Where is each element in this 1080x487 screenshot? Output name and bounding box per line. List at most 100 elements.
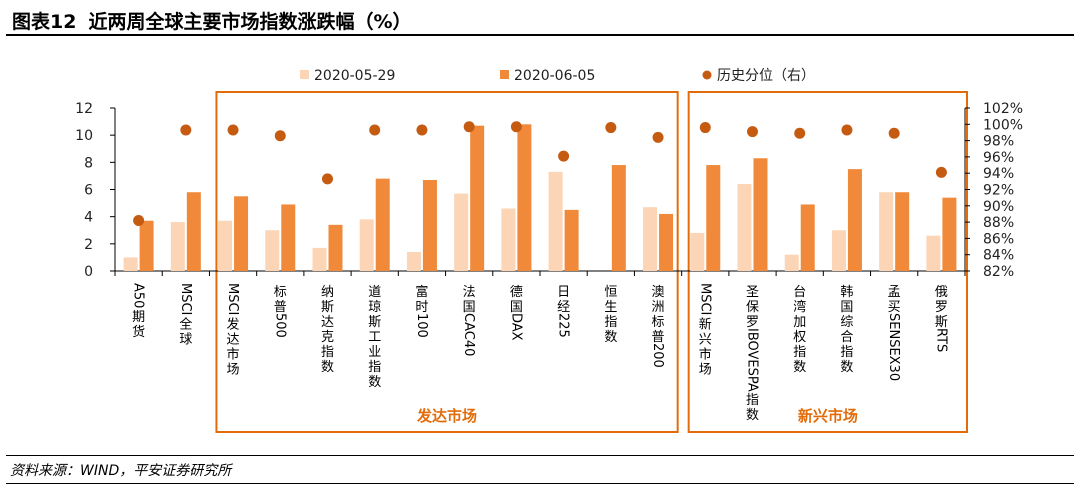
category-label-char: 数 xyxy=(321,360,334,375)
percentile-dot xyxy=(794,127,806,139)
category-label-char: 指 xyxy=(604,315,617,330)
category-label-char: 生 xyxy=(604,300,617,315)
bar-2020-06-05 xyxy=(470,125,485,272)
group-box xyxy=(687,91,969,433)
percentile-dot xyxy=(227,124,239,136)
legend-label: 历史分位（右） xyxy=(717,68,815,84)
category-label-char: 买 xyxy=(888,300,901,315)
category-label-char: 罗 xyxy=(746,315,759,330)
footer-rule xyxy=(6,455,1074,456)
bar-2020-05-29 xyxy=(265,230,280,271)
left-tick-label: 4 xyxy=(84,210,93,226)
bar-2020-06-05 xyxy=(422,179,437,271)
bar-2020-05-29 xyxy=(218,220,233,271)
category-label-char: 标 xyxy=(274,285,287,300)
right-tick-label: 86% xyxy=(983,231,1014,247)
category-label-char: 富 xyxy=(415,284,428,300)
dots xyxy=(133,121,947,226)
category-label-char: 纳 xyxy=(321,285,334,300)
category-label-char: 兴 xyxy=(699,332,712,347)
category-label-char: 德 xyxy=(510,285,523,300)
category-label-run: A50 xyxy=(131,283,146,308)
percentile-dot xyxy=(369,124,381,136)
left-tick-label: 2 xyxy=(84,237,93,253)
category-label-char: 市 xyxy=(699,346,712,362)
title-bar: 图表12 近两周全球主要市场指数涨跌幅（%） xyxy=(6,0,1074,34)
category-label-char: 期 xyxy=(132,310,145,325)
bar-2020-06-05 xyxy=(139,220,154,271)
category-label-run: SENSEX30 xyxy=(886,313,901,381)
category-label-char: 保 xyxy=(746,300,759,315)
bar-2020-05-29 xyxy=(501,208,516,271)
category-label-run: RTS xyxy=(933,328,948,352)
category-label-run: 500 xyxy=(272,313,287,338)
percentile-dot xyxy=(605,122,617,134)
category-label-char: 罗 xyxy=(935,300,948,315)
right-tick-label: 100% xyxy=(983,117,1023,133)
category-label-char: 指 xyxy=(368,360,381,375)
bar-2020-06-05 xyxy=(281,204,296,271)
right-tick-label: 94% xyxy=(983,166,1014,182)
bar-2020-06-05 xyxy=(847,169,862,271)
category-label-char: 达 xyxy=(227,332,240,347)
bar-2020-06-05 xyxy=(234,196,249,271)
category-label-run: 100 xyxy=(414,313,429,338)
category-label-char: 斯 xyxy=(935,315,948,330)
bar-2020-06-05 xyxy=(611,165,626,271)
left-tick-label: 0 xyxy=(84,264,93,280)
category-label-char: 恒 xyxy=(604,285,617,300)
category-label-char: 数 xyxy=(604,330,617,345)
category-label-char: 指 xyxy=(793,345,806,360)
category-label-char: 国 xyxy=(510,300,523,315)
legend-item-2020-05-29: 2020-05-29 xyxy=(300,68,395,84)
figure-title: 图表12 近两周全球主要市场指数涨跌幅（%） xyxy=(12,7,412,34)
right-tick-label: 102% xyxy=(983,101,1023,117)
legend-label: 2020-06-05 xyxy=(514,68,595,84)
bar-2020-05-29 xyxy=(406,251,421,271)
category-label-char: 圣 xyxy=(746,285,759,300)
percentile-dot xyxy=(322,173,333,185)
percentile-dot xyxy=(935,166,947,178)
category-label-run: MSCI xyxy=(225,283,240,315)
category-label-run: MSCI xyxy=(178,283,193,315)
legend-swatch xyxy=(702,70,712,80)
category-label-char: 合 xyxy=(840,330,853,345)
bar-2020-05-29 xyxy=(548,171,563,271)
bar-2020-05-29 xyxy=(831,230,846,271)
category-label-char: 货 xyxy=(132,324,145,340)
bar-2020-06-05 xyxy=(895,192,910,271)
category-label-char: 标 xyxy=(652,315,665,330)
bar-2020-05-29 xyxy=(359,219,374,271)
category-label-run: 200 xyxy=(650,343,665,368)
category-label-char: 俄 xyxy=(935,285,948,300)
category-label-char: 普 xyxy=(652,330,665,345)
category-label-char: 斯 xyxy=(321,300,334,315)
category-label-char: 新 xyxy=(699,316,712,332)
category-label-char: 场 xyxy=(699,362,712,377)
category-label-char: 达 xyxy=(321,315,334,330)
percentile-dot xyxy=(463,121,475,133)
percentile-dot xyxy=(416,124,428,136)
legend-item-2020-06-05: 2020-06-05 xyxy=(500,68,595,84)
bar-2020-06-05 xyxy=(659,213,674,271)
legend-item-percentile: 历史分位（右） xyxy=(702,68,815,84)
legend: 2020-05-29 2020-06-05 历史分位（右） xyxy=(300,68,815,84)
bar-2020-06-05 xyxy=(517,124,532,271)
right-tick-label: 90% xyxy=(983,199,1014,215)
category-label-run: CAC40 xyxy=(461,313,476,356)
right-tick-label: 88% xyxy=(983,215,1014,231)
category-label-char: 韩 xyxy=(840,285,853,300)
percentile-dot xyxy=(180,124,192,136)
bar-2020-05-29 xyxy=(690,232,705,271)
category-label-char: 国 xyxy=(463,300,476,315)
percentile-dot xyxy=(133,214,145,226)
category-label-char: 权 xyxy=(793,329,806,345)
bar-2020-06-05 xyxy=(375,178,390,271)
bar-2020-06-05 xyxy=(753,158,768,271)
category-label-char: 球 xyxy=(179,332,192,347)
